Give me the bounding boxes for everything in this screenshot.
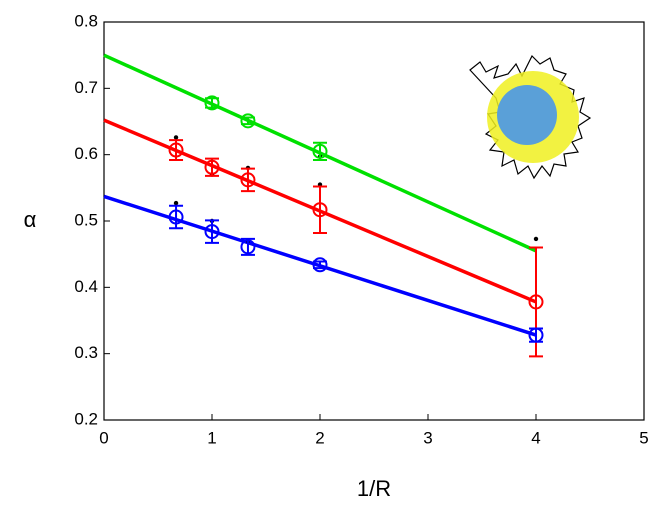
marker	[528, 327, 544, 343]
inset-illustration	[469, 54, 592, 180]
marker	[312, 257, 328, 273]
dot	[173, 200, 179, 206]
x-tick-label: 1	[207, 428, 216, 447]
marker	[312, 143, 328, 159]
error-bar	[313, 185, 327, 234]
marker	[312, 202, 328, 218]
error-bar	[240, 237, 255, 256]
error-bar	[169, 204, 184, 230]
y-tick-label: 0.8	[74, 11, 98, 30]
y-axis-label: α	[24, 207, 37, 232]
x-tick-label: 4	[531, 428, 540, 447]
marker	[240, 113, 256, 129]
marker	[168, 209, 184, 225]
y-tick-label: 0.7	[74, 78, 98, 97]
y-tick-label: 0.5	[74, 210, 98, 229]
marker	[204, 224, 220, 240]
x-axis-label: 1/R	[357, 476, 391, 501]
x-tick-label: 5	[639, 428, 648, 447]
y-tick-label: 0.6	[74, 144, 98, 163]
y-tick-label: 0.3	[74, 343, 98, 362]
error-bar	[240, 167, 255, 193]
dot	[173, 135, 179, 140]
y-tick-label: 0.2	[74, 409, 98, 428]
error-bar	[205, 219, 219, 244]
marker	[240, 172, 256, 188]
marker	[204, 159, 220, 175]
marker	[168, 142, 184, 158]
x-tick-label: 0	[99, 428, 108, 447]
marker	[204, 95, 220, 111]
inner-sphere	[497, 85, 557, 145]
x-tick-label: 2	[315, 428, 324, 447]
dot	[533, 236, 539, 242]
marker	[240, 239, 256, 255]
y-tick-label: 0.4	[74, 277, 98, 296]
x-tick-label: 3	[423, 428, 432, 447]
marker	[528, 294, 544, 310]
